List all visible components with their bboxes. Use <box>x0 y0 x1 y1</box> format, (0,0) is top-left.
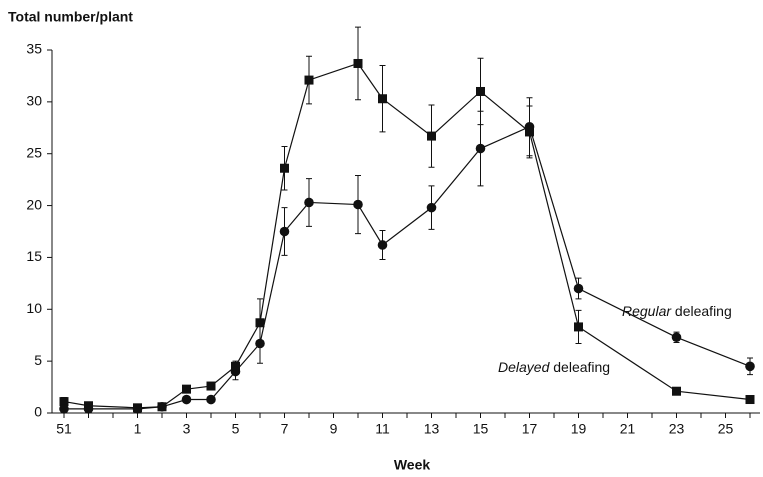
y-tick-label: 0 <box>34 404 42 420</box>
marker <box>672 386 681 396</box>
y-tick-label: 25 <box>26 144 42 160</box>
series-line <box>63 62 751 409</box>
x-tick-label: 25 <box>718 421 734 437</box>
marker <box>206 394 216 405</box>
marker <box>353 199 363 210</box>
x-tick-label: 3 <box>183 421 191 437</box>
x-axis-title: Week <box>394 457 431 473</box>
y-axis-title: Total number/plant <box>8 9 133 25</box>
marker <box>671 332 682 343</box>
marker <box>745 361 755 372</box>
marker <box>304 75 314 85</box>
series-line <box>64 125 751 410</box>
y-tick-label: 10 <box>26 300 42 316</box>
marker <box>59 404 69 414</box>
marker <box>377 240 388 250</box>
annotation-text: deleafing <box>675 303 732 319</box>
y-tick-label: 30 <box>26 93 42 109</box>
marker <box>157 401 167 412</box>
x-tick-label: 21 <box>620 421 636 437</box>
x-tick-label: 15 <box>473 421 489 437</box>
marker <box>304 197 314 208</box>
marker <box>59 397 69 407</box>
x-tick-label: 19 <box>571 421 587 437</box>
marker <box>255 338 265 349</box>
marker <box>182 384 191 394</box>
x-tick-label: 23 <box>669 421 685 437</box>
marker <box>353 58 363 68</box>
x-tick-label: 9 <box>330 421 338 437</box>
marker <box>427 131 436 141</box>
x-tick-label: 11 <box>375 421 390 437</box>
annotation: Regular deleafing <box>622 303 732 319</box>
annotation: Delayed deleafing <box>498 359 610 375</box>
marker <box>279 226 290 237</box>
marker <box>573 283 584 294</box>
x-tick-label: 5 <box>232 421 240 437</box>
x-tick-label: 7 <box>281 421 289 437</box>
annotation-emphasis: Regular <box>622 303 672 319</box>
marker <box>255 318 265 328</box>
marker <box>181 394 192 405</box>
annotation-emphasis: Delayed <box>498 359 551 375</box>
marker <box>132 404 143 414</box>
marker <box>476 86 485 96</box>
marker <box>83 404 94 414</box>
marker <box>206 381 216 391</box>
marker <box>280 163 289 173</box>
marker <box>475 143 486 154</box>
x-tick-label: 17 <box>522 421 538 437</box>
x-tick-label: 51 <box>56 421 72 437</box>
marker <box>524 121 535 132</box>
marker <box>574 322 583 332</box>
y-tick-label: 5 <box>34 352 42 368</box>
y-tick-label: 15 <box>26 248 42 264</box>
y-tick-label: 20 <box>26 196 42 212</box>
y-tick-label: 35 <box>26 41 42 57</box>
marker <box>426 202 437 213</box>
annotation-text: deleafing <box>553 359 610 375</box>
marker <box>378 94 387 104</box>
marker <box>745 395 755 405</box>
x-tick-label: 1 <box>134 421 142 437</box>
x-tick-label: 13 <box>424 421 440 437</box>
marker <box>230 366 241 377</box>
